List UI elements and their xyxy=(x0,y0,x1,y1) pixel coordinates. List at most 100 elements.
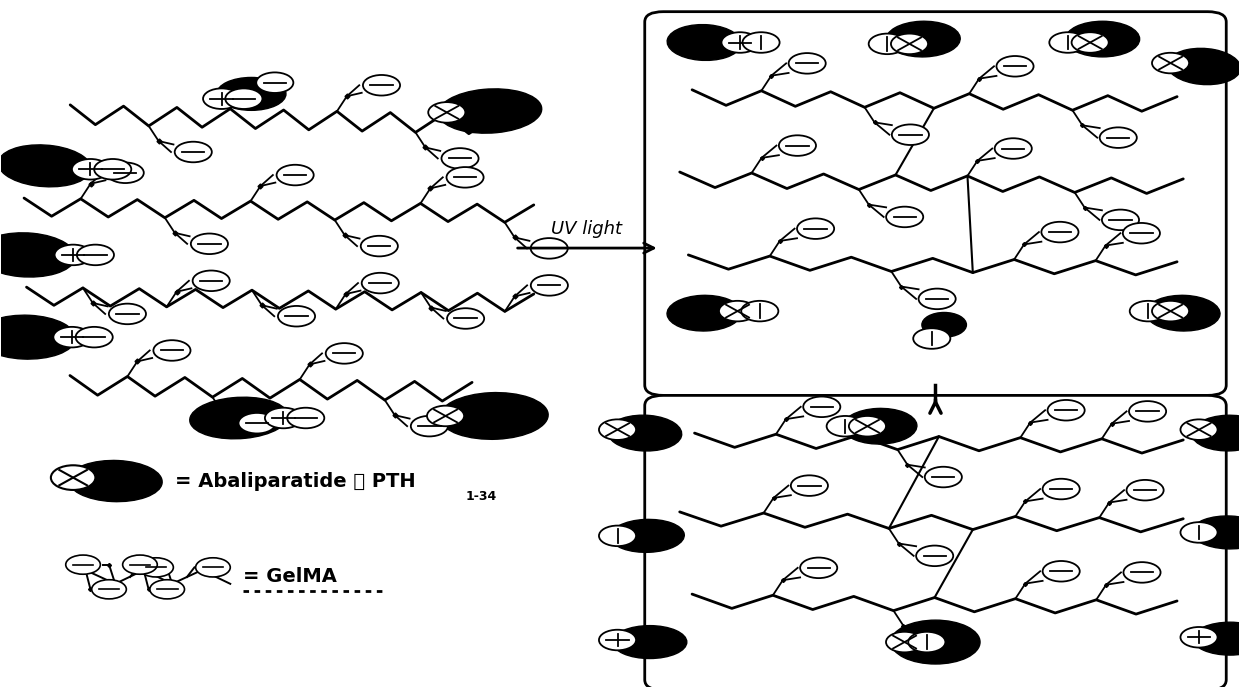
Circle shape xyxy=(196,558,231,577)
Circle shape xyxy=(448,308,484,329)
Text: UV light: UV light xyxy=(551,219,622,238)
Circle shape xyxy=(107,162,144,183)
Circle shape xyxy=(925,466,962,487)
Circle shape xyxy=(921,627,957,648)
Circle shape xyxy=(203,89,241,109)
Circle shape xyxy=(192,270,229,291)
Ellipse shape xyxy=(190,397,288,439)
Ellipse shape xyxy=(439,393,548,440)
Ellipse shape xyxy=(439,89,542,133)
Circle shape xyxy=(887,206,924,227)
Ellipse shape xyxy=(613,625,687,658)
Ellipse shape xyxy=(217,78,286,110)
Circle shape xyxy=(994,138,1032,159)
Circle shape xyxy=(791,475,828,496)
Circle shape xyxy=(1152,53,1189,74)
Circle shape xyxy=(1042,222,1079,242)
Text: = GelMA: = GelMA xyxy=(243,568,336,586)
Circle shape xyxy=(797,218,835,239)
Ellipse shape xyxy=(0,145,91,187)
Circle shape xyxy=(441,148,479,169)
Circle shape xyxy=(892,125,929,145)
Circle shape xyxy=(531,238,568,259)
Ellipse shape xyxy=(921,312,966,337)
Circle shape xyxy=(175,142,212,162)
Circle shape xyxy=(362,273,399,293)
Ellipse shape xyxy=(68,460,162,502)
Ellipse shape xyxy=(610,519,684,552)
Circle shape xyxy=(908,632,945,652)
Ellipse shape xyxy=(892,620,980,664)
Circle shape xyxy=(719,301,756,321)
Circle shape xyxy=(804,396,841,417)
Circle shape xyxy=(76,327,113,347)
Circle shape xyxy=(191,233,228,254)
Circle shape xyxy=(599,630,636,650)
Circle shape xyxy=(849,416,887,436)
Circle shape xyxy=(887,632,923,652)
Circle shape xyxy=(72,159,109,180)
Circle shape xyxy=(1128,401,1166,422)
Circle shape xyxy=(277,165,314,185)
Circle shape xyxy=(722,32,759,53)
Circle shape xyxy=(1043,561,1080,581)
Circle shape xyxy=(779,136,816,156)
Ellipse shape xyxy=(1167,48,1240,85)
Circle shape xyxy=(1152,301,1189,321)
Circle shape xyxy=(827,416,864,436)
Circle shape xyxy=(55,245,92,265)
Circle shape xyxy=(1100,127,1137,148)
Circle shape xyxy=(66,555,100,574)
Circle shape xyxy=(51,465,95,490)
Circle shape xyxy=(92,580,126,599)
Ellipse shape xyxy=(0,233,76,277)
Circle shape xyxy=(892,34,928,54)
Ellipse shape xyxy=(1146,295,1220,331)
Circle shape xyxy=(869,34,905,54)
Circle shape xyxy=(288,408,325,429)
Circle shape xyxy=(278,306,315,327)
Circle shape xyxy=(53,327,91,347)
Circle shape xyxy=(446,167,484,188)
Ellipse shape xyxy=(1065,21,1140,57)
Ellipse shape xyxy=(1192,416,1240,451)
Circle shape xyxy=(1180,627,1218,647)
Circle shape xyxy=(1048,400,1085,420)
Circle shape xyxy=(916,546,954,566)
Circle shape xyxy=(361,236,398,257)
Circle shape xyxy=(150,580,185,599)
Ellipse shape xyxy=(608,415,682,451)
Circle shape xyxy=(326,343,363,364)
Circle shape xyxy=(427,406,464,427)
Ellipse shape xyxy=(887,21,960,57)
Circle shape xyxy=(139,558,174,577)
Circle shape xyxy=(919,288,956,309)
Circle shape xyxy=(742,301,779,321)
Circle shape xyxy=(94,159,131,180)
Circle shape xyxy=(238,413,275,433)
Circle shape xyxy=(257,72,294,93)
Circle shape xyxy=(77,245,114,265)
Text: = Abaliparatide 或 PTH: = Abaliparatide 或 PTH xyxy=(175,471,415,491)
Circle shape xyxy=(226,89,263,109)
Circle shape xyxy=(1180,420,1218,440)
Circle shape xyxy=(743,32,780,53)
Ellipse shape xyxy=(667,295,742,331)
Circle shape xyxy=(599,526,636,546)
Ellipse shape xyxy=(1193,622,1240,655)
Circle shape xyxy=(789,53,826,74)
Circle shape xyxy=(363,75,401,96)
Circle shape xyxy=(265,408,303,429)
Circle shape xyxy=(154,340,191,361)
Circle shape xyxy=(1049,32,1086,53)
Ellipse shape xyxy=(667,25,742,61)
Circle shape xyxy=(1071,32,1109,53)
Circle shape xyxy=(123,555,157,574)
Circle shape xyxy=(1126,480,1163,500)
Circle shape xyxy=(1043,479,1080,499)
Circle shape xyxy=(913,328,950,349)
Ellipse shape xyxy=(1192,516,1240,549)
Text: 1-34: 1-34 xyxy=(465,490,496,503)
Ellipse shape xyxy=(0,315,76,359)
Circle shape xyxy=(410,416,448,436)
